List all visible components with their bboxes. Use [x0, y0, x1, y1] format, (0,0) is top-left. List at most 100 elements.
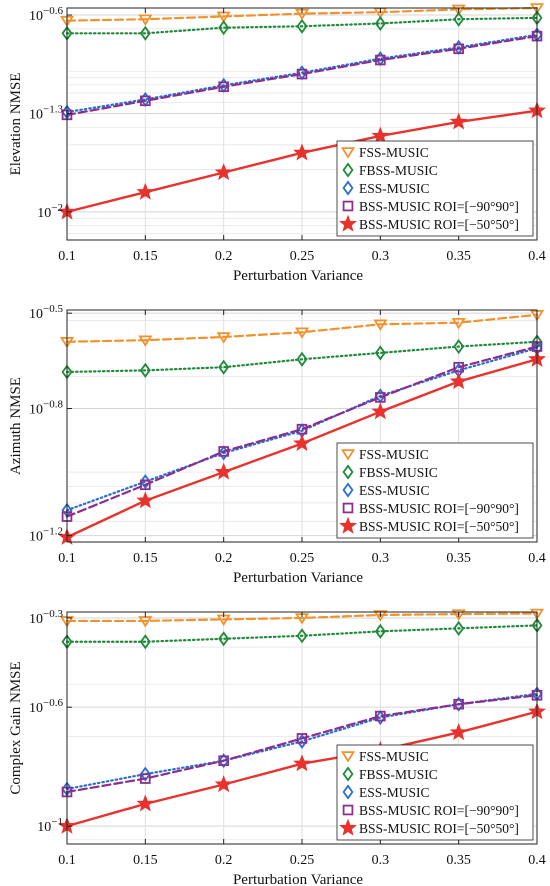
data-point	[375, 392, 386, 403]
data-point	[218, 753, 230, 769]
x-tick-label: 0.1	[58, 853, 76, 868]
legend-label: FSS-MUSIC	[359, 749, 429, 764]
data-point	[218, 359, 230, 375]
legend-label: ESS-MUSIC	[359, 483, 430, 498]
legend-item: FBSS-MUSIC	[342, 162, 438, 178]
legend-item: FBSS-MUSIC	[342, 464, 438, 480]
data-point	[371, 402, 390, 420]
data-point	[296, 351, 308, 367]
x-ticks: 0.1 0.15 0.2 0.25 0.3 0.35 0.4	[58, 310, 546, 566]
data-point	[139, 634, 151, 650]
data-point	[529, 608, 545, 621]
legend-item: BSS-MUSIC ROI=[−50°50°]	[339, 818, 519, 836]
y-tick-label: 10−1	[37, 816, 63, 835]
legend-marker	[340, 751, 356, 763]
data-point	[451, 317, 466, 330]
x-tick-label: 0.1	[58, 249, 76, 264]
legend-item: FSS-MUSIC	[340, 447, 429, 462]
legend-item: BSS-MUSIC ROI=[−50°50°]	[339, 214, 519, 232]
data-point	[373, 319, 388, 331]
data-point	[374, 15, 386, 32]
series-2	[61, 617, 543, 650]
data-point	[218, 81, 229, 93]
data-point	[296, 733, 308, 744]
x-ticks: 0.1 0.15 0.2 0.25 0.3 0.35 0.4	[58, 612, 546, 868]
legend-item: FSS-MUSIC	[340, 145, 429, 160]
data-point	[140, 773, 151, 784]
data-point	[293, 754, 311, 772]
series-line	[65, 33, 539, 114]
data-point	[138, 14, 153, 26]
legend-item: BSS-MUSIC ROI=[−50°50°]	[339, 516, 519, 534]
y-tick-label: 10−1.2	[29, 526, 63, 545]
data-point	[218, 631, 230, 647]
y-tick-label: 10−1.3	[29, 103, 63, 122]
legend: FSS-MUSIC FBSS-MUSIC ESS-MUSIC BSS-MUSIC RO…	[336, 140, 534, 237]
data-point	[449, 372, 468, 390]
legend-marker	[342, 784, 354, 800]
data-point	[214, 462, 233, 480]
x-tick-label: 0.35	[446, 249, 471, 264]
legend-marker	[342, 464, 354, 480]
data-point	[453, 11, 465, 27]
x-tick-label: 0.15	[133, 853, 158, 868]
legend-marker	[342, 200, 354, 212]
legend-box	[336, 442, 534, 539]
x-tick-label: 0.25	[290, 249, 315, 264]
series-line	[65, 347, 539, 512]
data-point	[296, 68, 308, 80]
y-ticks: 10−0.5 10−0.8 10−1.2	[29, 303, 72, 545]
data-point	[136, 794, 155, 812]
x-axis-label: Perturbation Variance	[233, 268, 363, 284]
data-point	[529, 3, 545, 15]
series-line	[65, 16, 539, 35]
series-line	[65, 340, 539, 374]
data-point	[449, 723, 468, 741]
data-point	[453, 696, 465, 712]
data-point	[453, 43, 464, 55]
data-point	[453, 698, 464, 710]
data-point	[218, 755, 229, 767]
legend-label: BSS-MUSIC ROI=[−50°50°]	[359, 821, 519, 836]
legend-label: BSS-MUSIC ROI=[−90°90°]	[359, 199, 519, 214]
y-tick-label: 10−0.3	[29, 608, 63, 627]
legend-item: ESS-MUSIC	[342, 180, 430, 196]
legend-marker	[340, 449, 356, 461]
legend: FSS-MUSIC FBSS-MUSIC ESS-MUSIC BSS-MUSIC RO…	[336, 442, 534, 539]
y-tick-label: 10−0.6	[29, 697, 63, 716]
legend-item: ESS-MUSIC	[342, 784, 430, 800]
data-point	[294, 327, 310, 339]
legend-label: FBSS-MUSIC	[359, 465, 438, 480]
y-tick-label: 10−0.5	[29, 303, 63, 322]
x-tick-label: 0.3	[372, 249, 390, 264]
legend-item: FBSS-MUSIC	[342, 766, 438, 782]
legend: FSS-MUSIC FBSS-MUSIC ESS-MUSIC BSS-MUSIC RO…	[336, 744, 534, 841]
legend-label: ESS-MUSIC	[359, 785, 430, 800]
data-point	[218, 446, 229, 457]
legend-label: FBSS-MUSIC	[359, 767, 438, 782]
legend-label: FSS-MUSIC	[359, 145, 429, 160]
data-point	[293, 434, 311, 452]
data-point	[451, 4, 466, 17]
data-point	[140, 95, 151, 107]
x-tick-label: 0.2	[215, 551, 233, 566]
data-point	[296, 423, 308, 435]
series-4	[61, 689, 543, 798]
series-5	[58, 349, 546, 545]
data-point	[373, 610, 388, 622]
series-line	[65, 694, 539, 794]
legend-marker	[342, 502, 354, 514]
legend-item: ESS-MUSIC	[342, 482, 430, 498]
data-point	[216, 332, 231, 344]
data-point	[214, 163, 233, 181]
x-axis-label: Perturbation Variance	[233, 872, 363, 886]
x-tick-label: 0.15	[133, 551, 158, 566]
y-ticks: 10−0.3 10−0.6 10−1	[29, 608, 72, 835]
chart-panel-1: 0.1 0.15 0.2 0.25 0.3 0.35 0.4 10−0.6 10−1.3 10−2…	[8, 3, 546, 284]
x-axis-label: Perturbation Variance	[233, 570, 363, 586]
series-1	[59, 310, 545, 349]
data-point	[139, 766, 151, 782]
data-point	[218, 20, 230, 36]
data-point	[453, 338, 465, 355]
